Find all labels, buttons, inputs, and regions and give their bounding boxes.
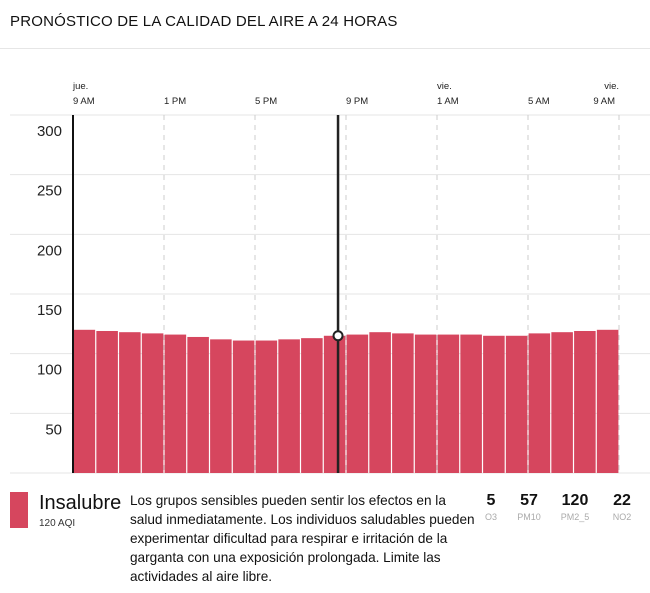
pollutant-pm10: 57 PM10	[514, 492, 544, 522]
pollutant-pm2-5: 120 PM2_5	[558, 492, 592, 522]
bar	[323, 335, 346, 473]
category-label: Insalubre	[39, 492, 122, 514]
category-color-swatch	[10, 492, 28, 528]
bar	[528, 333, 551, 473]
bar	[483, 335, 505, 473]
bar	[232, 340, 255, 473]
pollutant-value: 22	[613, 492, 631, 509]
bar	[255, 340, 278, 473]
pollutant-name: PM2_5	[560, 512, 590, 522]
bar	[437, 334, 460, 473]
bar	[187, 336, 209, 473]
bar	[73, 329, 96, 473]
pollutant-value: 120	[561, 492, 589, 509]
y-tick-label: 300	[37, 123, 62, 140]
x-tick-label: 5 PM	[255, 96, 277, 107]
pollutant-name: PM10	[517, 512, 541, 522]
x-tick-label: 1 PM	[164, 96, 186, 107]
bar	[164, 334, 187, 473]
bar	[414, 334, 437, 473]
bar	[369, 332, 391, 473]
pollutant-name: NO2	[612, 512, 632, 522]
x-tick-day: vie.	[437, 81, 452, 92]
bar	[96, 330, 118, 473]
y-tick-label: 150	[37, 302, 62, 319]
bar	[301, 338, 323, 473]
pollutant-value: 5	[486, 492, 496, 509]
bar	[278, 339, 300, 473]
y-tick-label: 200	[37, 242, 62, 259]
bar	[392, 333, 414, 473]
bar	[346, 334, 369, 473]
bar	[505, 335, 528, 473]
x-tick-day: vie.	[604, 81, 619, 92]
page-title: PRONÓSTICO DE LA CALIDAD DEL AIRE A 24 H…	[10, 13, 398, 30]
pollutant-no2: 22 NO2	[608, 492, 636, 522]
pollutant-o3: 5 O3	[478, 492, 504, 522]
y-tick-label: 100	[37, 362, 62, 379]
bar	[119, 332, 141, 473]
bar	[551, 332, 573, 473]
divider	[0, 48, 650, 49]
x-tick-label: 1 AM	[437, 96, 459, 107]
hover-point-marker	[332, 330, 344, 342]
y-tick-label: 250	[37, 183, 62, 200]
pollutant-value: 57	[520, 492, 538, 509]
bar	[141, 333, 164, 473]
pollutant-name: O3	[484, 512, 497, 522]
bar	[596, 329, 619, 473]
bar	[574, 330, 596, 473]
x-tick-label: 9 AM	[73, 96, 95, 107]
y-tick-label: 50	[45, 421, 62, 438]
aqi-forecast-chart: 50 100 150 200 250 300 jue. 9 AM 1 PM 5 PM 9 PM vie…	[10, 81, 650, 474]
bar	[210, 339, 232, 473]
x-tick-day: jue.	[72, 81, 88, 92]
x-tick-label: 5 AM	[528, 96, 550, 107]
bar	[460, 334, 482, 473]
aqi-value: 120 AQI	[39, 518, 76, 529]
x-tick-label: 9 AM	[593, 96, 615, 107]
health-description: Los grupos sensibles pueden sentir los e…	[130, 493, 475, 584]
x-tick-label: 9 PM	[346, 96, 368, 107]
